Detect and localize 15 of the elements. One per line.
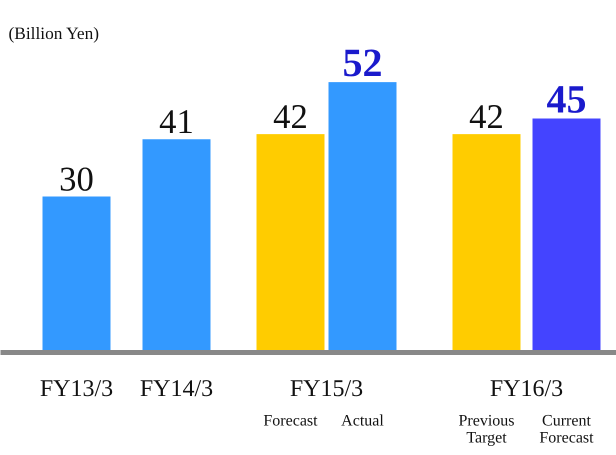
data-label: 30 (59, 160, 94, 198)
data-label: 41 (159, 103, 194, 142)
data-label: 52 (342, 40, 382, 85)
data-label: 45 (546, 76, 586, 122)
data-label: 42 (469, 98, 504, 136)
text: FY16/3 (490, 376, 564, 402)
x-tick-label: Previous Target (458, 412, 514, 446)
x-tick-label: Forecast (263, 412, 318, 430)
x-tick-label: FY14/3 (140, 376, 214, 402)
data-label: 42 (273, 98, 308, 136)
x-tick-label: FY13/3 (40, 376, 114, 402)
x-tick-label: Current Forecast (539, 412, 594, 446)
text: FY15/3 (290, 376, 364, 402)
text: (Billion Yen) (8, 24, 100, 43)
x-tick-label: Actual (341, 412, 384, 430)
